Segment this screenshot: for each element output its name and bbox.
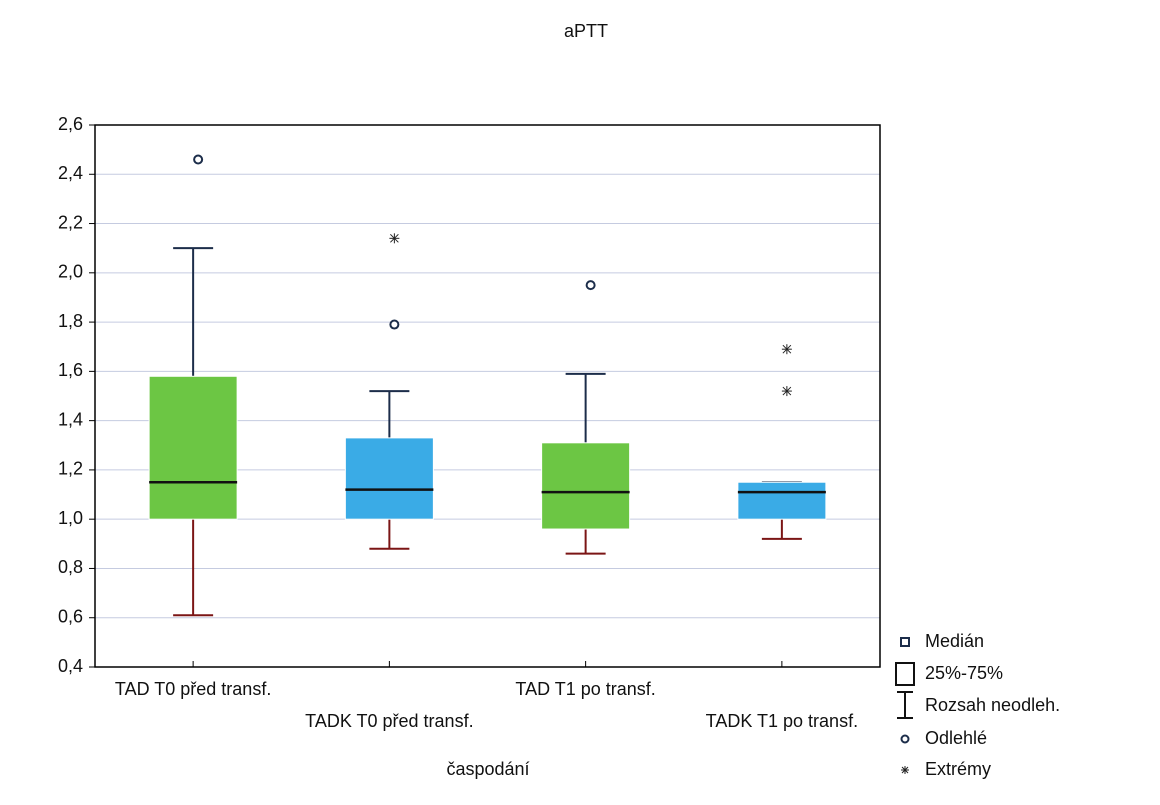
legend-range-icon — [897, 691, 913, 719]
y-tick-label: 1,0 — [58, 508, 83, 528]
y-tick-label: 1,2 — [58, 459, 83, 479]
x-tick-label: TADK T1 po transf. — [706, 711, 858, 731]
x-tick-label: TAD T1 po transf. — [515, 679, 655, 699]
box — [344, 437, 434, 520]
extreme — [781, 344, 792, 355]
extreme-stroke — [782, 386, 792, 396]
x-tick-label: TADK T0 před transf. — [305, 711, 473, 731]
y-tick-label: 0,6 — [58, 606, 83, 626]
x-tick-label: TAD T0 před transf. — [115, 679, 271, 699]
x-axis-label: časpodání — [446, 759, 529, 779]
y-tick-label: 2,2 — [58, 212, 83, 232]
y-tick-label: 0,8 — [58, 557, 83, 577]
extreme — [389, 233, 400, 244]
box — [541, 442, 631, 530]
legend-box-icon — [895, 662, 915, 686]
legend-extreme-stroke — [901, 766, 909, 774]
outlier — [193, 154, 204, 165]
outlier — [389, 319, 400, 330]
legend-label: Rozsah neodleh. — [925, 695, 1060, 715]
extreme-stroke — [390, 233, 399, 243]
extreme-stroke — [782, 344, 792, 354]
plot-frame — [94, 124, 881, 668]
y-tick-label: 1,8 — [58, 311, 83, 331]
y-tick-label: 2,6 — [58, 114, 83, 134]
legend-label: Medián — [925, 631, 984, 651]
outlier — [585, 280, 596, 291]
extreme — [781, 386, 792, 397]
y-tick-label: 2,0 — [58, 262, 83, 282]
box — [737, 481, 827, 520]
box — [148, 375, 238, 520]
y-tick-label: 1,6 — [58, 360, 83, 380]
chart-title: aPTT — [564, 21, 608, 41]
y-tick-label: 0,4 — [58, 656, 83, 676]
y-tick-label: 1,4 — [58, 409, 83, 429]
legend-label: 25%-75% — [925, 663, 1003, 683]
legend-median-icon — [900, 637, 910, 647]
legend-label: Extrémy — [925, 759, 991, 779]
legend-extreme-icon — [901, 766, 909, 774]
legend-outlier-icon — [900, 734, 910, 744]
y-tick-label: 2,4 — [58, 163, 83, 183]
legend-label: Odlehlé — [925, 728, 987, 748]
